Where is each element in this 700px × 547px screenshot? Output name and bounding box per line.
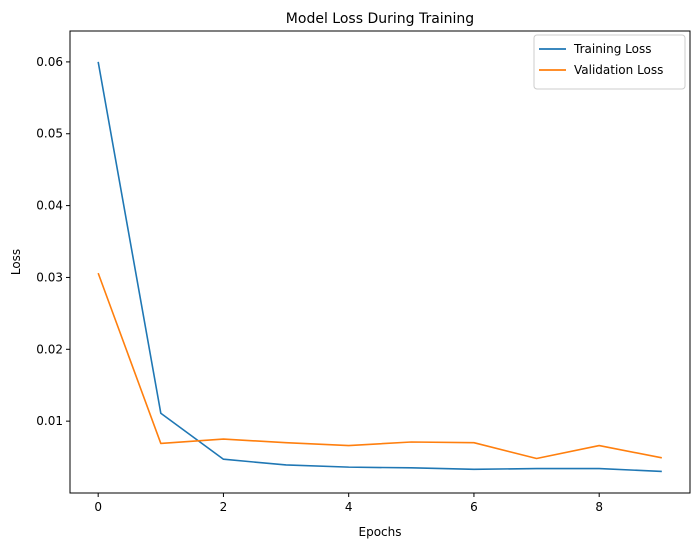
series-line-training-loss: [97, 61, 662, 473]
legend-label-validation-loss: Validation Loss: [574, 63, 663, 77]
y-axis-title: Loss: [9, 249, 23, 275]
chart-title: Model Loss During Training: [286, 11, 474, 27]
x-tick-label: 2: [220, 500, 228, 514]
y-tick-label: 0.04: [36, 199, 63, 213]
legend-label-training-loss: Training Loss: [573, 42, 651, 56]
legend: Training Loss Validation Loss: [533, 34, 686, 90]
x-axis: 0 2 4 6 8: [94, 493, 603, 514]
legend-box: [533, 34, 686, 90]
y-tick-label: 0.02: [36, 342, 63, 356]
series-line-validation-loss: [97, 272, 662, 460]
plot-frame: [69, 30, 691, 494]
y-tick-label: 0.06: [36, 55, 63, 69]
y-tick-label: 0.01: [36, 414, 63, 428]
x-tick-label: 8: [595, 500, 603, 514]
y-axis: 0.01 0.02 0.03 0.04 0.05 0.06: [36, 55, 70, 428]
x-tick-label: 6: [470, 500, 478, 514]
x-tick-label: 0: [94, 500, 102, 514]
plot-area: 0.01 0.02 0.03 0.04 0.05 0.06 0 2 4 6 8: [36, 30, 691, 514]
y-tick-label: 0.05: [36, 127, 63, 141]
y-tick-label: 0.03: [36, 270, 63, 284]
series-lines: [97, 61, 662, 473]
x-tick-label: 4: [345, 500, 353, 514]
x-axis-title: Epochs: [359, 525, 402, 539]
